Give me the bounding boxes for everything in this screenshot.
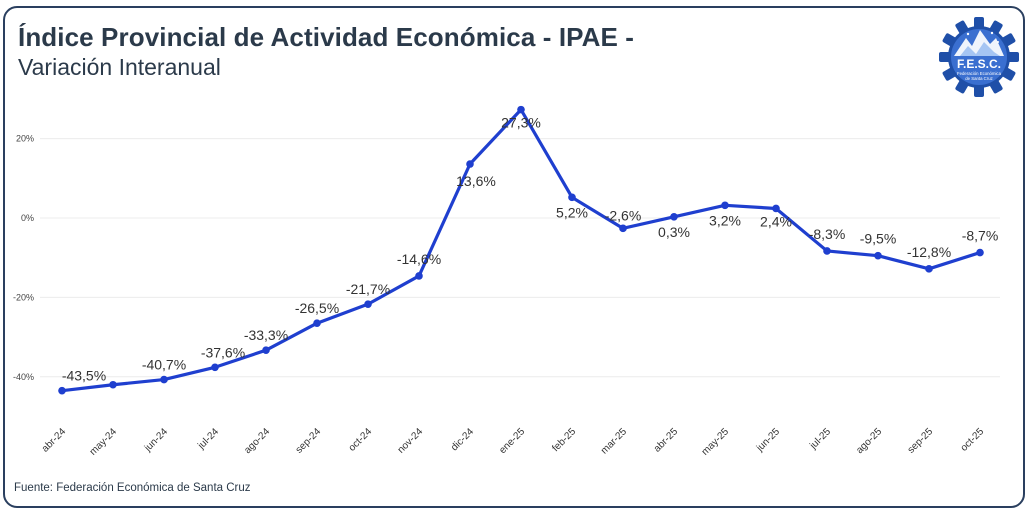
x-tick-label: jun-25 xyxy=(754,426,782,454)
data-label: 2,4% xyxy=(760,213,792,229)
data-point xyxy=(313,319,321,328)
data-label: -43,5% xyxy=(62,368,106,384)
data-point xyxy=(109,380,117,389)
data-label: -2,6% xyxy=(605,207,642,223)
source-note: Fuente: Federación Económica de Santa Cr… xyxy=(14,482,251,494)
x-tick-label: may-25 xyxy=(700,426,732,458)
y-tick-label: -40% xyxy=(13,372,34,382)
logo-abbr: F.E.S.C. xyxy=(957,57,1001,71)
x-tick-label: mar-25 xyxy=(599,426,629,456)
x-tick-label: ene-25 xyxy=(497,426,527,456)
data-label: -8,7% xyxy=(962,228,999,244)
data-label: -12,8% xyxy=(907,244,951,260)
x-tick-label: oct-25 xyxy=(959,426,987,454)
data-label: -9,5% xyxy=(860,231,897,247)
y-tick-label: -20% xyxy=(13,292,34,302)
data-label: -8,3% xyxy=(809,226,846,242)
data-label: 27,3% xyxy=(501,115,541,131)
data-point xyxy=(976,248,984,257)
x-tick-label: oct-24 xyxy=(347,426,375,454)
x-tick-label: jul-24 xyxy=(195,426,221,452)
data-point xyxy=(517,105,525,114)
data-point xyxy=(466,160,474,168)
fesc-logo: F.E.S.C. Federación Económica de Santa C… xyxy=(938,16,1020,98)
data-label: 5,2% xyxy=(556,204,588,220)
data-label: -26,5% xyxy=(295,300,339,316)
gear-logo-icon: F.E.S.C. Federación Económica de Santa C… xyxy=(939,17,1019,97)
data-point xyxy=(670,213,678,221)
data-point xyxy=(364,300,372,308)
data-point xyxy=(415,272,423,280)
logo-line2: de Santa Cruz xyxy=(965,76,992,81)
y-tick-label: 0% xyxy=(21,213,34,223)
data-label: 0,3% xyxy=(658,224,690,240)
x-tick-label: jul-25 xyxy=(807,426,833,452)
data-point xyxy=(160,375,168,384)
x-tick-label: jun-24 xyxy=(142,426,170,454)
x-tick-label: feb-25 xyxy=(550,426,578,454)
x-tick-label: ago-24 xyxy=(242,426,272,456)
data-point xyxy=(262,346,270,355)
data-point xyxy=(772,204,780,213)
data-label: -40,7% xyxy=(142,357,186,373)
x-tick-label: ago-25 xyxy=(854,426,884,456)
chart-title: Índice Provincial de Actividad Económica… xyxy=(18,22,635,52)
logo-line1: Federación Económica xyxy=(957,71,1002,76)
y-tick-label: 20% xyxy=(16,134,34,144)
data-point xyxy=(58,386,66,395)
data-point xyxy=(721,201,729,210)
x-tick-label: may-24 xyxy=(88,426,120,458)
chart-card xyxy=(3,6,1025,508)
data-point xyxy=(211,363,219,372)
series-line xyxy=(61,108,981,393)
data-label: 3,2% xyxy=(709,212,741,228)
data-point xyxy=(874,251,882,260)
data-label: 13,6% xyxy=(456,173,496,189)
data-point xyxy=(568,193,576,202)
data-label: -21,7% xyxy=(346,281,390,297)
x-tick-label: abr-25 xyxy=(652,426,681,455)
data-label: -33,3% xyxy=(244,327,288,343)
data-point xyxy=(619,224,627,233)
data-label: -37,6% xyxy=(201,344,245,360)
x-tick-label: sep-25 xyxy=(906,426,936,456)
x-tick-label: sep-24 xyxy=(294,426,324,456)
x-tick-label: nov-24 xyxy=(396,426,426,456)
x-tick-label: dic-24 xyxy=(449,426,476,453)
data-point xyxy=(823,247,831,255)
data-label: -14,6% xyxy=(397,251,441,267)
chart-subtitle: Variación Interanual xyxy=(18,54,221,80)
x-tick-label: abr-24 xyxy=(40,426,69,455)
data-point xyxy=(925,265,933,273)
